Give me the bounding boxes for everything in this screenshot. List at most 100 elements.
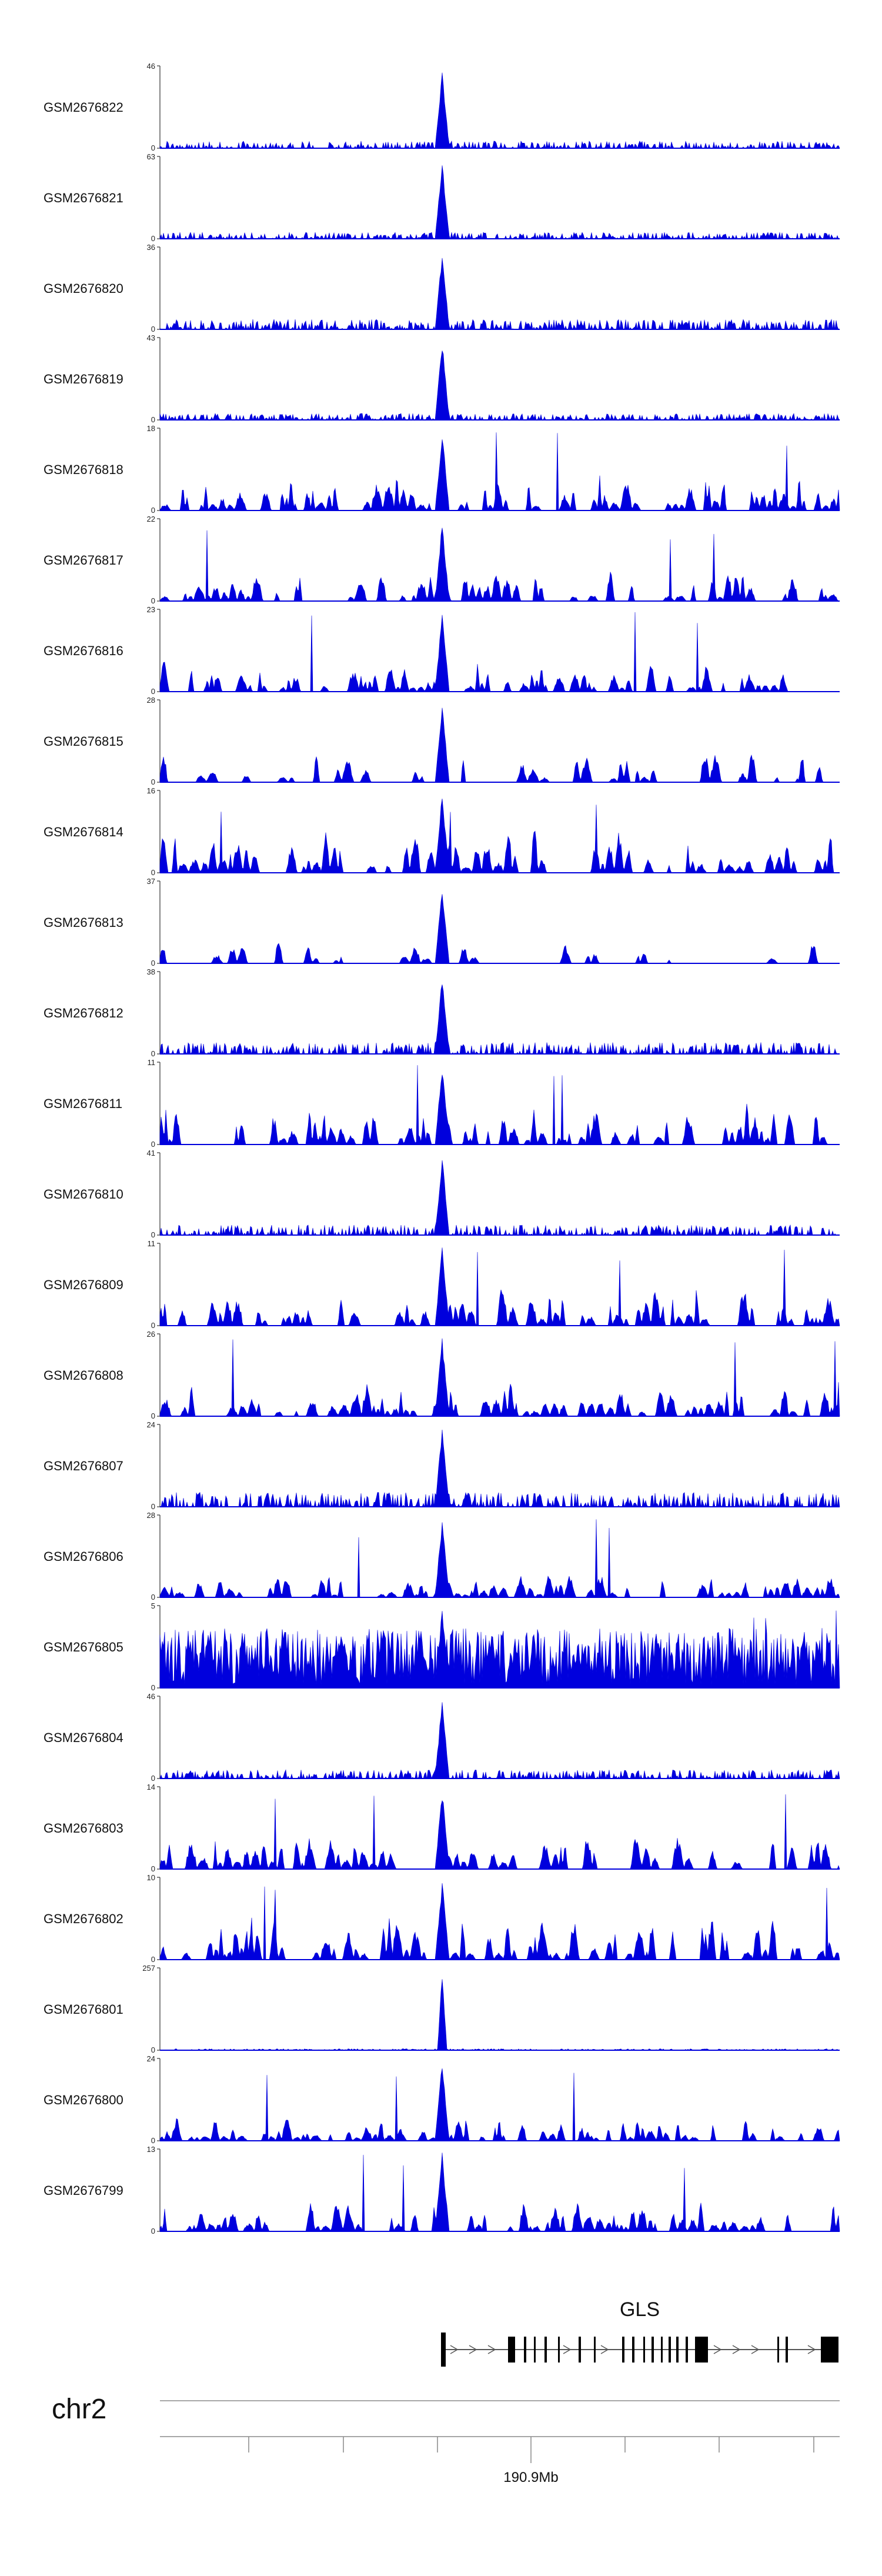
track-label: GSM2676806 (44, 1549, 123, 1564)
signal-area (159, 351, 840, 421)
y-max-label: 18 (147, 424, 155, 433)
track-label: GSM2676816 (44, 643, 123, 658)
track-label: GSM2676808 (44, 1368, 123, 1383)
track-label: GSM2676803 (44, 1821, 123, 1836)
track-label: GSM2676805 (44, 1640, 123, 1654)
track-GSM2676799: GSM2676799 13 0 (44, 2145, 840, 2235)
track-label: GSM2676807 (44, 1459, 123, 1473)
y-max-label: 36 (147, 243, 155, 252)
track-GSM2676821: GSM2676821 63 0 (44, 152, 840, 243)
track-label: GSM2676804 (44, 1730, 123, 1745)
y-min-label: 0 (151, 506, 155, 515)
track-GSM2676819: GSM2676819 43 0 (44, 333, 840, 424)
track-GSM2676804: GSM2676804 46 0 (44, 1692, 840, 1783)
y-min-label: 0 (151, 415, 155, 424)
y-max-label: 37 (147, 877, 155, 886)
signal-area (159, 2153, 840, 2232)
track-GSM2676818: GSM2676818 18 0 (44, 424, 840, 515)
y-min-label: 0 (151, 959, 155, 967)
signal-area (159, 1610, 840, 1689)
y-min-label: 0 (151, 144, 155, 152)
y-max-label: 26 (147, 1330, 155, 1339)
signal-area (159, 528, 840, 602)
gene-exon (695, 2337, 708, 2363)
gene-exon (441, 2333, 446, 2367)
gene-exon (643, 2337, 645, 2363)
track-label: GSM2676815 (44, 734, 123, 749)
chromosome-ruler: chr2 190.9Mb (52, 2394, 840, 2485)
gene-exon (676, 2337, 679, 2363)
track-GSM2676809: GSM2676809 11 0 (44, 1239, 840, 1330)
track-GSM2676817: GSM2676817 22 0 (44, 515, 840, 605)
gene-exon (534, 2337, 536, 2363)
track-GSM2676810: GSM2676810 41 0 (44, 1149, 840, 1239)
track-GSM2676802: GSM2676802 10 0 (44, 1873, 840, 1964)
signal-area (159, 1794, 840, 1870)
y-min-label: 0 (151, 778, 155, 786)
gene-exon (821, 2337, 838, 2363)
strand-arrow (600, 2345, 609, 2354)
y-min-label: 0 (151, 1321, 155, 1330)
signal-area (159, 799, 840, 873)
signal-area (160, 1429, 840, 1508)
signal-area (159, 1883, 840, 1960)
gene-exon (579, 2337, 581, 2363)
track-GSM2676805: GSM2676805 5 0 (44, 1601, 840, 1692)
track-GSM2676815: GSM2676815 28 0 (44, 696, 840, 786)
strand-arrow (487, 2345, 496, 2354)
gene-exon (652, 2337, 654, 2363)
track-GSM2676814: GSM2676814 16 0 (44, 786, 840, 877)
y-min-label: 0 (151, 2227, 155, 2235)
gene-label: GLS (620, 2298, 660, 2321)
track-label: GSM2676822 (44, 100, 123, 115)
y-min-label: 0 (151, 1412, 155, 1420)
y-max-label: 5 (151, 1601, 155, 1610)
gene-exon (622, 2337, 624, 2363)
strand-arrow (713, 2345, 722, 2354)
y-max-label: 10 (147, 1873, 155, 1882)
track-label: GSM2676821 (44, 191, 123, 205)
y-max-label: 28 (147, 696, 155, 705)
signal-area (159, 612, 840, 692)
y-min-label: 0 (151, 1049, 155, 1058)
y-max-label: 46 (147, 1692, 155, 1701)
y-max-label: 43 (147, 333, 155, 342)
signal-area (159, 432, 840, 511)
y-max-label: 46 (147, 62, 155, 71)
track-label: GSM2676814 (44, 825, 123, 839)
signal-area (159, 1247, 840, 1326)
y-min-label: 0 (151, 1502, 155, 1511)
track-label: GSM2676810 (44, 1187, 123, 1202)
track-label: GSM2676799 (44, 2183, 123, 2198)
track-GSM2676808: GSM2676808 26 0 (44, 1330, 840, 1420)
track-GSM2676807: GSM2676807 24 0 (44, 1420, 840, 1511)
signal-area (159, 985, 840, 1055)
signal-area (159, 1979, 840, 2051)
signal-area (159, 1702, 840, 1780)
track-GSM2676822: GSM2676822 46 0 (44, 62, 840, 152)
y-min-label: 0 (151, 1774, 155, 1783)
track-GSM2676812: GSM2676812 38 0 (44, 967, 840, 1058)
track-label: GSM2676809 (44, 1277, 123, 1292)
track-GSM2676806: GSM2676806 28 0 (44, 1511, 840, 1601)
signal-area (159, 165, 840, 240)
y-min-label: 0 (151, 1683, 155, 1692)
gene-exon (669, 2337, 671, 2363)
chromosome-label: chr2 (52, 2394, 106, 2425)
track-label: GSM2676817 (44, 553, 123, 568)
y-min-label: 0 (151, 596, 155, 605)
track-GSM2676801: GSM2676801 257 0 (44, 1964, 840, 2054)
track-GSM2676816: GSM2676816 23 0 (44, 605, 840, 696)
y-min-label: 0 (151, 234, 155, 243)
signal-area (159, 1160, 840, 1236)
gene-exon (558, 2337, 560, 2363)
gene-exon (661, 2337, 663, 2363)
y-min-label: 0 (151, 1955, 155, 1964)
y-min-label: 0 (151, 687, 155, 696)
gene-exon (786, 2337, 788, 2363)
track-label: GSM2676818 (44, 462, 123, 477)
track-GSM2676813: GSM2676813 37 0 (44, 877, 840, 967)
position-tick-label: 190.9Mb (503, 2470, 558, 2485)
track-GSM2676800: GSM2676800 24 0 (44, 2054, 840, 2145)
gene-annotation-track: GLS (441, 2298, 838, 2367)
